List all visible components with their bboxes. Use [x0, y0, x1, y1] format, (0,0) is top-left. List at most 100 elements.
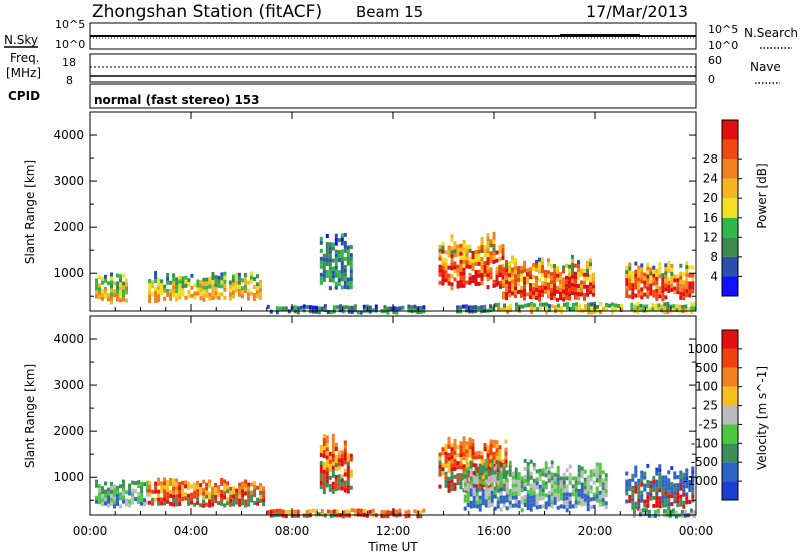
echo-cell [462, 468, 466, 473]
echo-cell [226, 489, 230, 494]
echo-cell [550, 484, 554, 489]
echo-cell [664, 267, 668, 272]
echo-cell [110, 300, 113, 305]
echo-cell [556, 497, 560, 502]
echo-cell [478, 499, 482, 504]
echo-cell [652, 475, 656, 480]
echo-cell [691, 466, 695, 471]
echo-cell [241, 485, 245, 490]
echo-cell [243, 273, 247, 277]
power-echo-region [228, 271, 262, 301]
echo-cell [337, 282, 341, 287]
echo-cell [331, 473, 335, 478]
echo-cell [474, 258, 478, 262]
echo-cell [524, 303, 527, 308]
echo-cell [688, 500, 692, 504]
echo-cell [334, 479, 338, 483]
colorbar-swatch [722, 481, 738, 500]
echo-cell [343, 256, 347, 261]
echo-cell [625, 274, 629, 278]
echo-cell [648, 307, 652, 312]
echo-cell [520, 496, 524, 501]
echo-cell [214, 495, 218, 499]
echo-cell [160, 485, 164, 490]
echo-cell [496, 460, 500, 465]
nsky-tick-bottom: 10^0 [55, 38, 85, 51]
echo-cell [484, 487, 488, 492]
colorbar-swatch [722, 120, 738, 140]
echo-cell [302, 304, 306, 309]
echo-cell [187, 294, 191, 299]
echo-cell [110, 288, 113, 293]
echo-cell [661, 285, 665, 290]
colorbar-tick-label: 16 [703, 211, 718, 225]
echo-cell [453, 265, 457, 270]
echo-cell [538, 468, 542, 473]
echo-cell [477, 245, 481, 250]
echo-cell [223, 295, 227, 300]
echo-cell [575, 302, 578, 307]
echo-cell [151, 292, 155, 297]
echo-cell [664, 287, 668, 292]
echo-cell [175, 490, 179, 495]
echo-cell [589, 278, 592, 283]
echo-cell [583, 485, 587, 490]
echo-cell [532, 287, 535, 291]
echo-cell [456, 272, 460, 277]
echo-cell [322, 490, 326, 494]
echo-cell [495, 266, 499, 271]
echo-cell [673, 483, 677, 488]
echo-cell [504, 463, 508, 468]
echo-cell [119, 298, 122, 303]
echo-cell [463, 494, 467, 499]
echo-cell [334, 475, 338, 479]
echo-cell [234, 272, 238, 277]
echo-cell [637, 502, 641, 507]
echo-cell [667, 280, 671, 285]
echo-cell [472, 483, 476, 488]
echo-cell [462, 275, 466, 280]
echo-cell [486, 485, 490, 490]
echo-cell [676, 282, 680, 287]
echo-cell [527, 303, 530, 308]
echo-cell [691, 486, 695, 491]
echo-cell [148, 480, 152, 485]
echo-cell [462, 304, 466, 309]
echo-cell [640, 275, 644, 280]
echo-cell [104, 501, 107, 506]
velocity-echo-region [625, 463, 695, 511]
echo-cell [331, 433, 335, 438]
echo-cell [474, 467, 478, 472]
echo-cell [154, 271, 158, 275]
echo-cell [631, 493, 635, 498]
echo-cell [119, 496, 122, 501]
echo-cell [486, 253, 490, 258]
echo-cell [392, 306, 396, 311]
echo-cell [211, 502, 215, 507]
echo-cell [505, 288, 508, 293]
echo-cell [505, 296, 508, 301]
echo-cell [465, 469, 469, 474]
echo-cell [592, 492, 596, 497]
echo-cell [583, 280, 586, 285]
echo-cell [538, 492, 542, 497]
echo-cell [664, 503, 668, 508]
echo-cell [509, 308, 512, 313]
echo-cell [667, 264, 671, 269]
echo-cell [643, 499, 647, 504]
echo-cell [631, 497, 635, 502]
echo-cell [486, 233, 490, 238]
echo-cell [514, 499, 518, 504]
echo-cell [598, 494, 602, 499]
echo-cell [253, 489, 257, 493]
echo-cell [511, 487, 515, 492]
echo-cell [107, 281, 110, 286]
echo-cell [275, 508, 279, 513]
echo-cell [474, 278, 478, 282]
echo-cell [447, 277, 451, 282]
echo-cell [187, 501, 191, 506]
echo-cell [592, 280, 595, 285]
echo-cell [691, 277, 695, 282]
echo-cell [514, 274, 517, 279]
